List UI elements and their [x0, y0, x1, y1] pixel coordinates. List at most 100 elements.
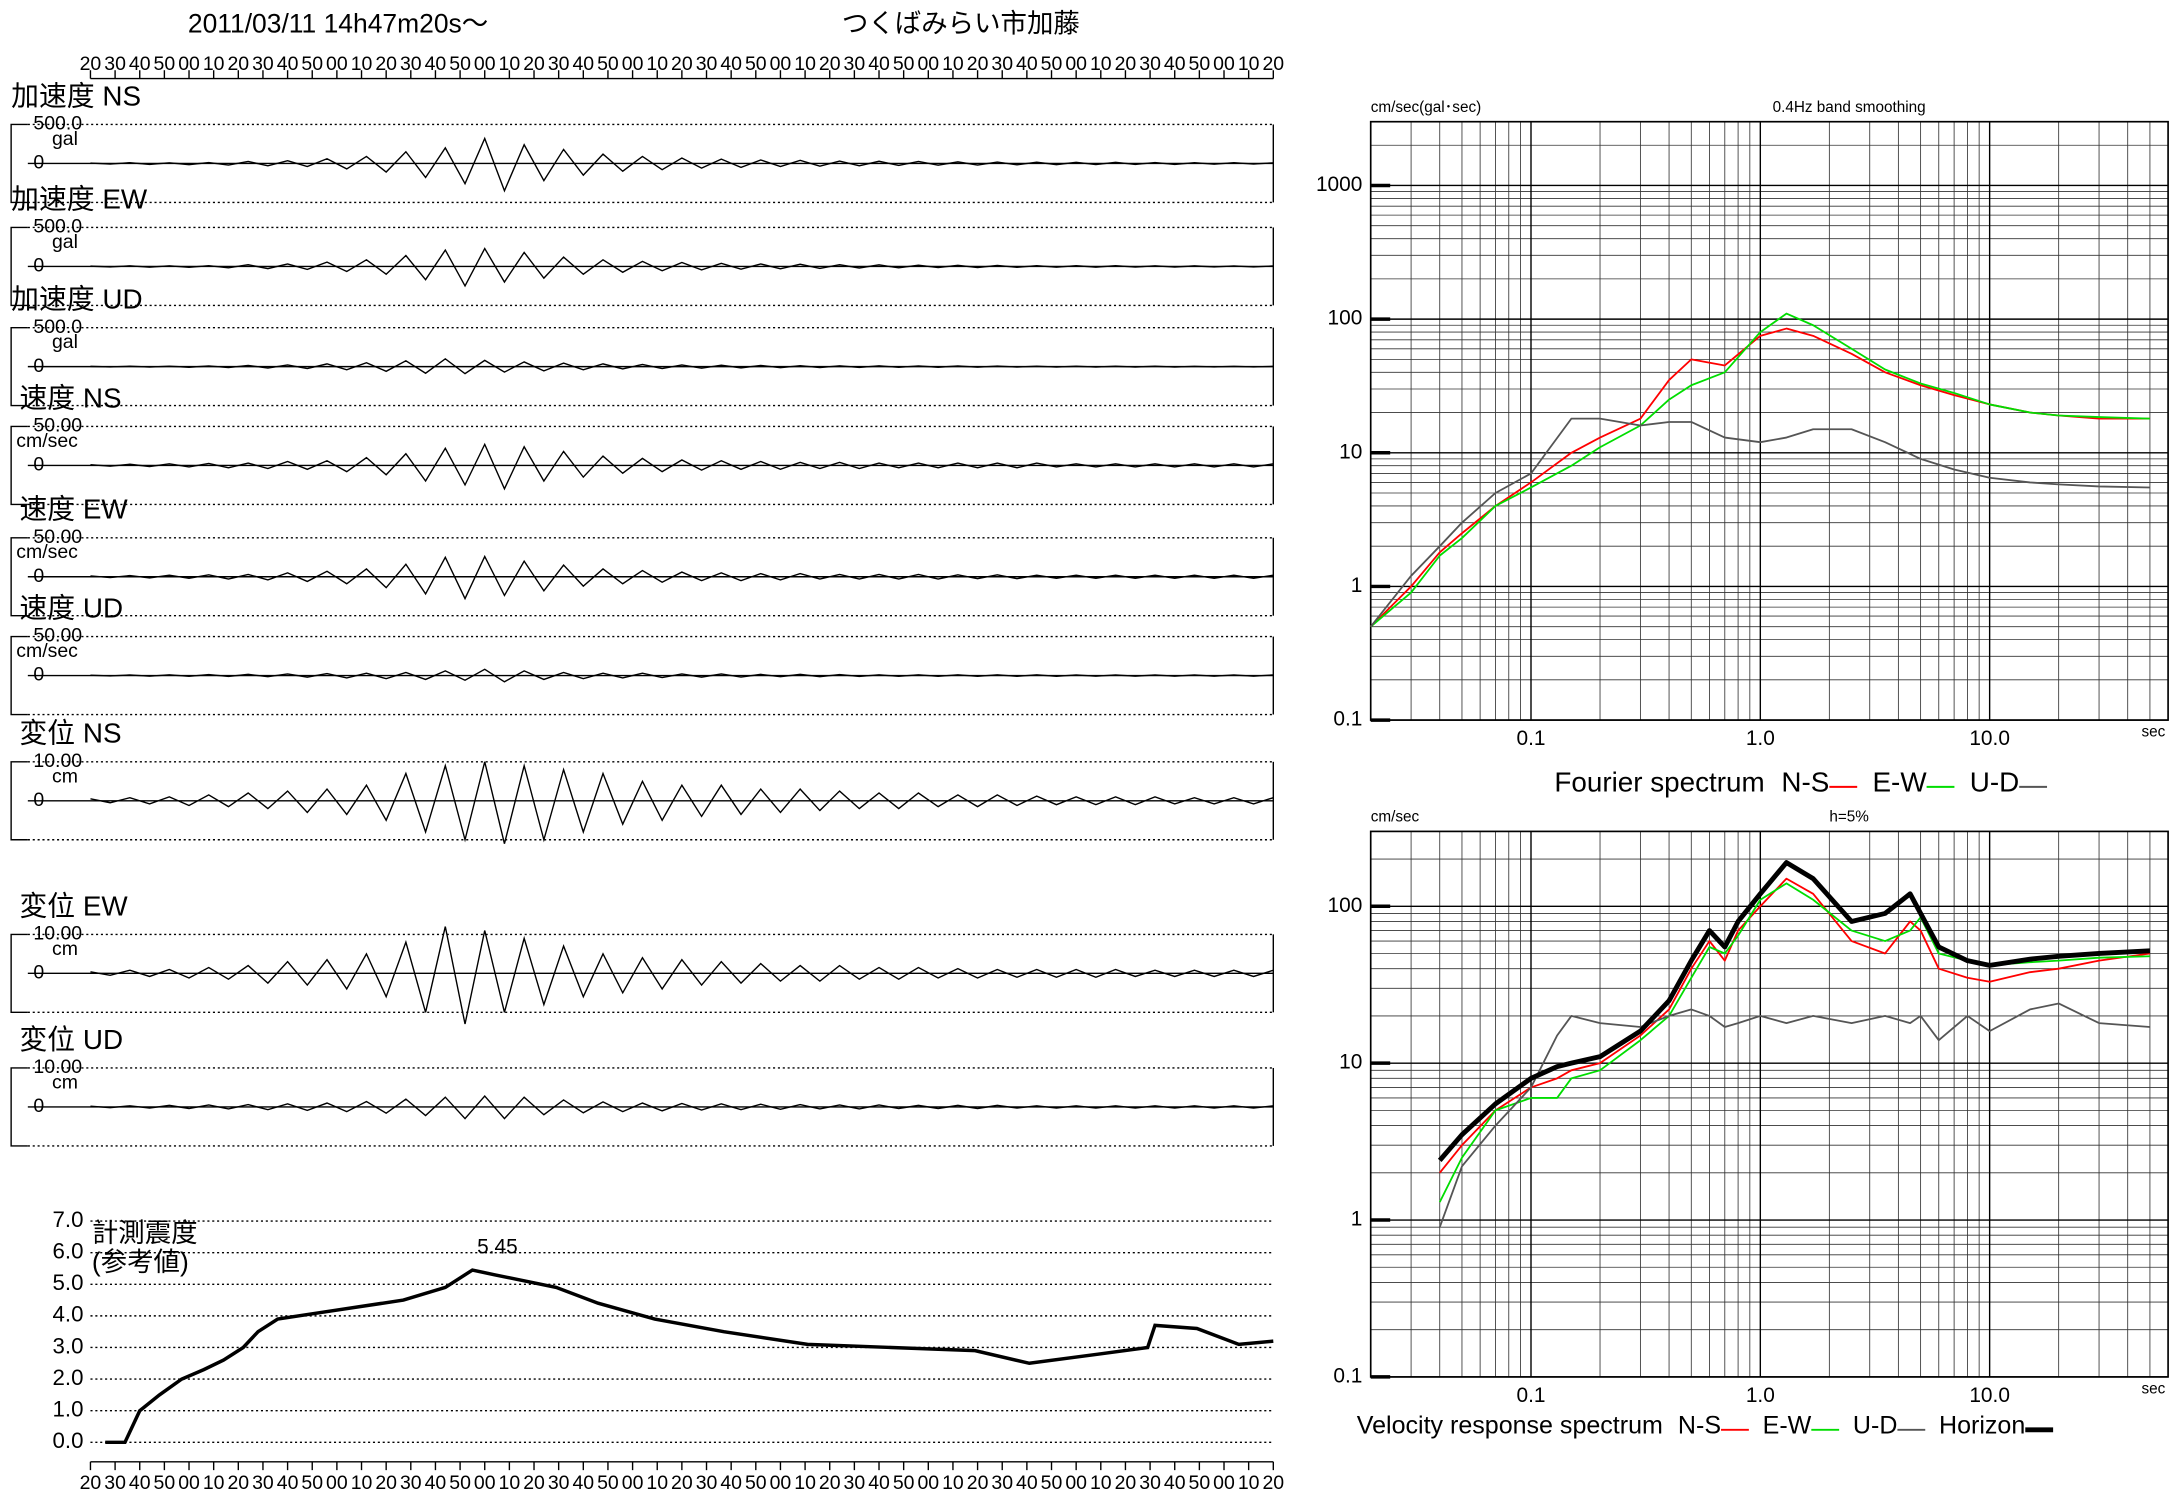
x-tick-label: 40	[425, 1472, 447, 1494]
x-tick-label: 50	[449, 53, 471, 75]
waveform	[90, 442, 1274, 491]
x-tick-label: 30	[104, 53, 126, 75]
panel-bracket	[10, 761, 28, 841]
unit-label: cm	[52, 938, 78, 960]
panel-title: 加速度 EW	[11, 183, 148, 214]
x-tick-label: 50	[301, 53, 323, 75]
panel-title: 速度 NS	[19, 382, 121, 413]
spectrum-line	[1438, 1002, 2150, 1228]
y-tick-label: 2.0	[53, 1365, 84, 1390]
x-tick-label: 00	[1065, 1472, 1087, 1494]
y-tick-label: 0	[33, 961, 44, 983]
x-tick-label: 20	[375, 53, 397, 75]
station-name: つくばみらい市加藤	[842, 9, 1080, 39]
x-tick-label: 00	[1213, 1472, 1235, 1494]
y-tick-label: 1000	[1316, 173, 1362, 196]
x-tick-label: 40	[1016, 53, 1038, 75]
y-tick-label: 10.00	[33, 923, 82, 945]
x-tick-label: 40	[868, 1472, 890, 1494]
x-axis-label: sec	[2141, 724, 2165, 741]
y-tick-label: 100	[1328, 307, 1363, 330]
x-tick-label: 30	[844, 53, 866, 75]
x-tick-label: 30	[548, 53, 570, 75]
x-tick-label: 10	[203, 1472, 225, 1494]
x-tick-label: 30	[400, 53, 422, 75]
spectrum-line	[1439, 877, 2151, 1174]
x-tick-label: 00	[326, 1472, 348, 1494]
legend-label: N-S	[1678, 1412, 1721, 1440]
x-tick-label: 30	[252, 53, 274, 75]
x-tick-label: 10	[646, 53, 668, 75]
x-tick-label: 50	[893, 53, 915, 75]
x-tick-label: 00	[622, 1472, 644, 1494]
y-tick-label: 0	[33, 1095, 44, 1117]
x-tick-label: 50	[1041, 53, 1063, 75]
x-tick-label: 50	[154, 53, 176, 75]
max-label: 5.45	[477, 1235, 518, 1258]
panel-title: 速度 UD	[19, 593, 123, 624]
x-tick-label: 00	[917, 1472, 939, 1494]
x-tick-label: 10	[1238, 53, 1260, 75]
x-tick-label: 10.0	[1969, 727, 2010, 750]
x-tick-label: 0.1	[1516, 727, 1545, 750]
x-tick-label: 30	[696, 1472, 718, 1494]
x-tick-label: 30	[844, 1472, 866, 1494]
x-tick-label: 30	[991, 53, 1013, 75]
x-tick-label: 50	[597, 53, 619, 75]
y-tick-label: 500.0	[33, 316, 82, 338]
x-tick-label: 10	[1090, 1472, 1112, 1494]
x-tick-label: 40	[1164, 1472, 1186, 1494]
x-tick-label: 10	[646, 1472, 668, 1494]
x-tick-label: 10	[942, 1472, 964, 1494]
y-tick-label: 1	[1351, 574, 1363, 597]
x-tick-label: 10.0	[1969, 1384, 2010, 1407]
x-tick-label: 10	[1238, 1472, 1260, 1494]
unit-label: gal	[52, 128, 78, 150]
x-tick-label: 00	[622, 53, 644, 75]
x-tick-label: 40	[129, 53, 151, 75]
x-tick-label: 40	[572, 53, 594, 75]
x-tick-label: 1.0	[1746, 727, 1775, 750]
x-tick-label: 40	[868, 53, 890, 75]
waveform	[90, 247, 1274, 288]
y-tick-label: 500.0	[33, 113, 82, 135]
x-tick-label: 50	[449, 1472, 471, 1494]
x-tick-label: 10	[351, 1472, 373, 1494]
y-tick-label: 0	[33, 789, 44, 811]
y-tick-label: 0	[33, 664, 44, 686]
x-tick-label: 00	[326, 53, 348, 75]
x-tick-label: 40	[1164, 53, 1186, 75]
legend-title: Velocity response spectrum	[1357, 1412, 1663, 1440]
x-tick-label: 50	[301, 1472, 323, 1494]
x-tick-label: 40	[720, 1472, 742, 1494]
y-tick-label: 0.1	[1333, 1364, 1362, 1387]
x-tick-label: 1.0	[1746, 1384, 1775, 1407]
x-tick-label: 00	[1065, 53, 1087, 75]
y-tick-label: 6.0	[53, 1239, 84, 1264]
x-tick-label: 40	[277, 53, 299, 75]
unit-label: cm/sec	[16, 541, 78, 563]
x-tick-label: 20	[1262, 53, 1284, 75]
panel-title: 速度 EW	[19, 494, 128, 525]
x-tick-label: 20	[819, 1472, 841, 1494]
y-tick-label: 4.0	[53, 1302, 84, 1327]
panel-bracket	[10, 1067, 28, 1147]
panel-title: 変位 NS	[19, 718, 121, 749]
x-tick-label: 50	[154, 1472, 176, 1494]
x-tick-label: 20	[227, 53, 249, 75]
y-tick-label: 100	[1328, 894, 1363, 917]
x-tick-label: 00	[474, 53, 496, 75]
x-tick-label: 20	[1115, 1472, 1137, 1494]
x-tick-label: 50	[1189, 53, 1211, 75]
panel-title: 変位 UD	[19, 1024, 123, 1055]
waveform	[90, 668, 1274, 683]
x-tick-label: 40	[1016, 1472, 1038, 1494]
panel-title: 加速度 NS	[11, 80, 141, 111]
x-tick-label: 20	[523, 1472, 545, 1494]
x-tick-label: 30	[548, 1472, 570, 1494]
plot-frame	[1369, 830, 2169, 1378]
y-axis-label: cm/sec(gal･sec)	[1371, 99, 1482, 116]
x-tick-label: 10	[794, 53, 816, 75]
x-tick-label: 20	[227, 1472, 249, 1494]
panel-title: 計測震度	[92, 1218, 198, 1248]
